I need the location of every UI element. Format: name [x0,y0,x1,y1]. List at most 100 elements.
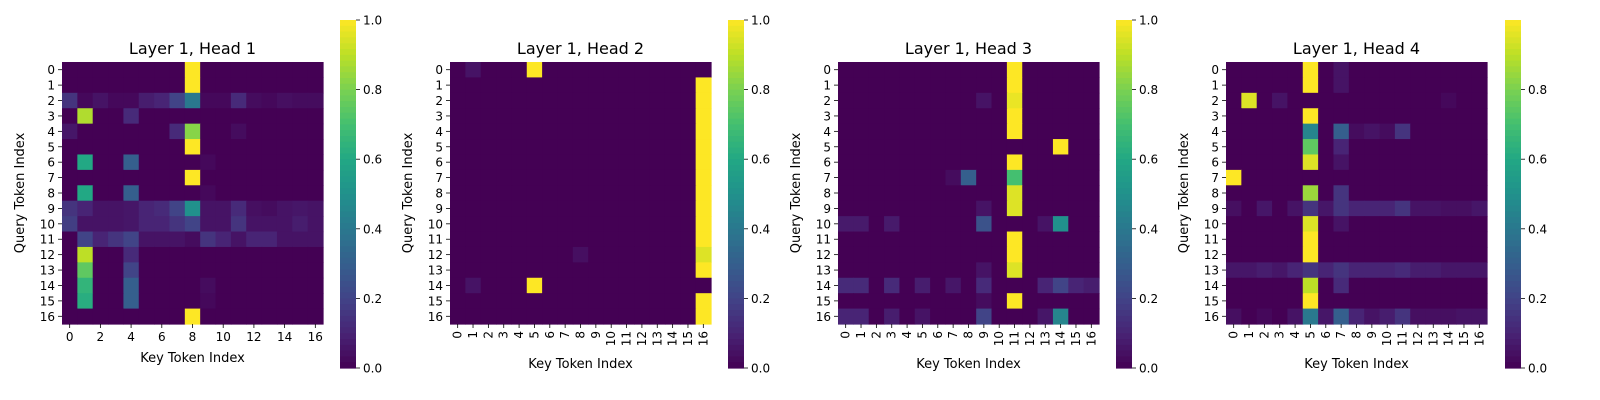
colorbar-segment [340,54,356,62]
y-tick-label: 6 [823,156,831,170]
heatmap-cell [123,231,140,248]
heatmap-cell [1083,231,1100,248]
heatmap-cell [1425,123,1442,140]
y-tick-label: 8 [47,187,55,201]
heatmap-cell [680,231,697,248]
heatmap-cell [1068,92,1085,109]
heatmap-cell [1006,108,1023,125]
heatmap-cell [1333,293,1350,310]
heatmap-cell [1037,185,1054,202]
heatmap-cell [77,77,94,94]
heatmap-cell [246,216,263,233]
y-tick-label: 3 [47,109,55,123]
heatmap-cell [511,154,528,171]
heatmap-cell [511,92,528,109]
colorbar-segment [1116,228,1132,236]
colorbar-segment [1505,281,1521,288]
heatmap-cell [465,139,482,156]
heatmap-cell [307,185,324,202]
colorbar-segment [1505,315,1521,323]
heatmap-cell [557,308,574,325]
heatmap-cell [853,308,870,325]
y-axis-label: Query Token Index [789,132,804,253]
heatmap-cell [572,154,589,171]
heatmap-cell [634,62,651,79]
heatmap-cell [138,185,155,202]
heatmap-cell [138,246,155,263]
colorbar-segment [728,153,744,160]
heatmap-cell [899,123,916,140]
heatmap-cell [1425,308,1442,325]
heatmap-cell [588,293,605,310]
heatmap-cell [496,154,513,171]
heatmap-cell [1348,200,1365,217]
heatmap-cell [465,231,482,248]
heatmap-cell [1037,154,1054,171]
colorbar-tick-label: 0.0 [751,362,770,376]
heatmap-cell [511,123,528,140]
heatmap-cell [77,185,94,202]
y-tick-label: 6 [435,156,443,170]
heatmap-cell [108,92,125,109]
heatmap-cell [465,246,482,263]
colorbar-tick-label: 0.6 [1139,153,1158,167]
x-axis-label: Key Token Index [1304,357,1409,372]
heatmap-cell [169,308,186,325]
heatmap-cell [853,216,870,233]
colorbar-segment [340,25,356,33]
heatmap-cell [1333,77,1350,94]
colorbar-segment [1116,333,1132,340]
heatmap-cell [680,185,697,202]
x-tick-label: 10 [604,331,618,346]
y-tick-label: 1 [47,79,55,93]
colorbar-segment [728,310,744,317]
heatmap-cell [695,308,712,325]
heatmap-cell [914,77,931,94]
heatmap-cell [572,231,589,248]
x-tick-label: 16 [308,330,323,344]
heatmap-cell [899,216,916,233]
heatmap-cell [1379,139,1396,156]
heatmap-cell [1241,293,1258,310]
heatmap-cell [1333,154,1350,171]
heatmap-cell [1456,139,1473,156]
heatmap-cell [77,62,94,79]
heatmap-cell [1302,293,1319,310]
heatmap-cell [450,169,466,186]
heatmap-cell [123,139,140,156]
heatmap-cell [603,123,620,140]
heatmap-cell [884,62,901,79]
heatmap-cell [1006,277,1023,294]
heatmap-cell [603,200,620,217]
heatmap-cell [1256,246,1273,263]
x-tick-label: 9 [977,331,991,339]
x-tick-label: 4 [127,330,135,344]
heatmap-cell [1052,62,1069,79]
heatmap-cell [838,277,854,294]
x-tick-label: 12 [1023,331,1037,346]
heatmap-cell [92,293,109,310]
heatmap-cell [930,293,947,310]
heatmap-cell [1006,92,1023,109]
heatmap-cell [276,123,293,140]
x-tick-label: 7 [946,331,960,339]
heatmap-cell [1241,231,1258,248]
heatmap-cell [526,77,543,94]
heatmap-cell [664,277,681,294]
y-tick-label: 11 [428,233,443,247]
heatmap-cell [511,231,528,248]
heatmap-cell [542,92,559,109]
heatmap-cell [649,154,666,171]
heatmap-cell [634,108,651,125]
heatmap-cell [1364,216,1381,233]
heatmap-cell [853,293,870,310]
heatmap-cell [1318,139,1335,156]
heatmap-cell [868,123,885,140]
heatmap-cell [215,185,232,202]
heatmap-cell [307,77,324,94]
colorbar-segment [1505,124,1521,131]
heatmap-cell [292,200,309,217]
colorbar-segment [1505,159,1521,166]
heatmap-cell [123,216,140,233]
heatmap-cell [991,139,1008,156]
